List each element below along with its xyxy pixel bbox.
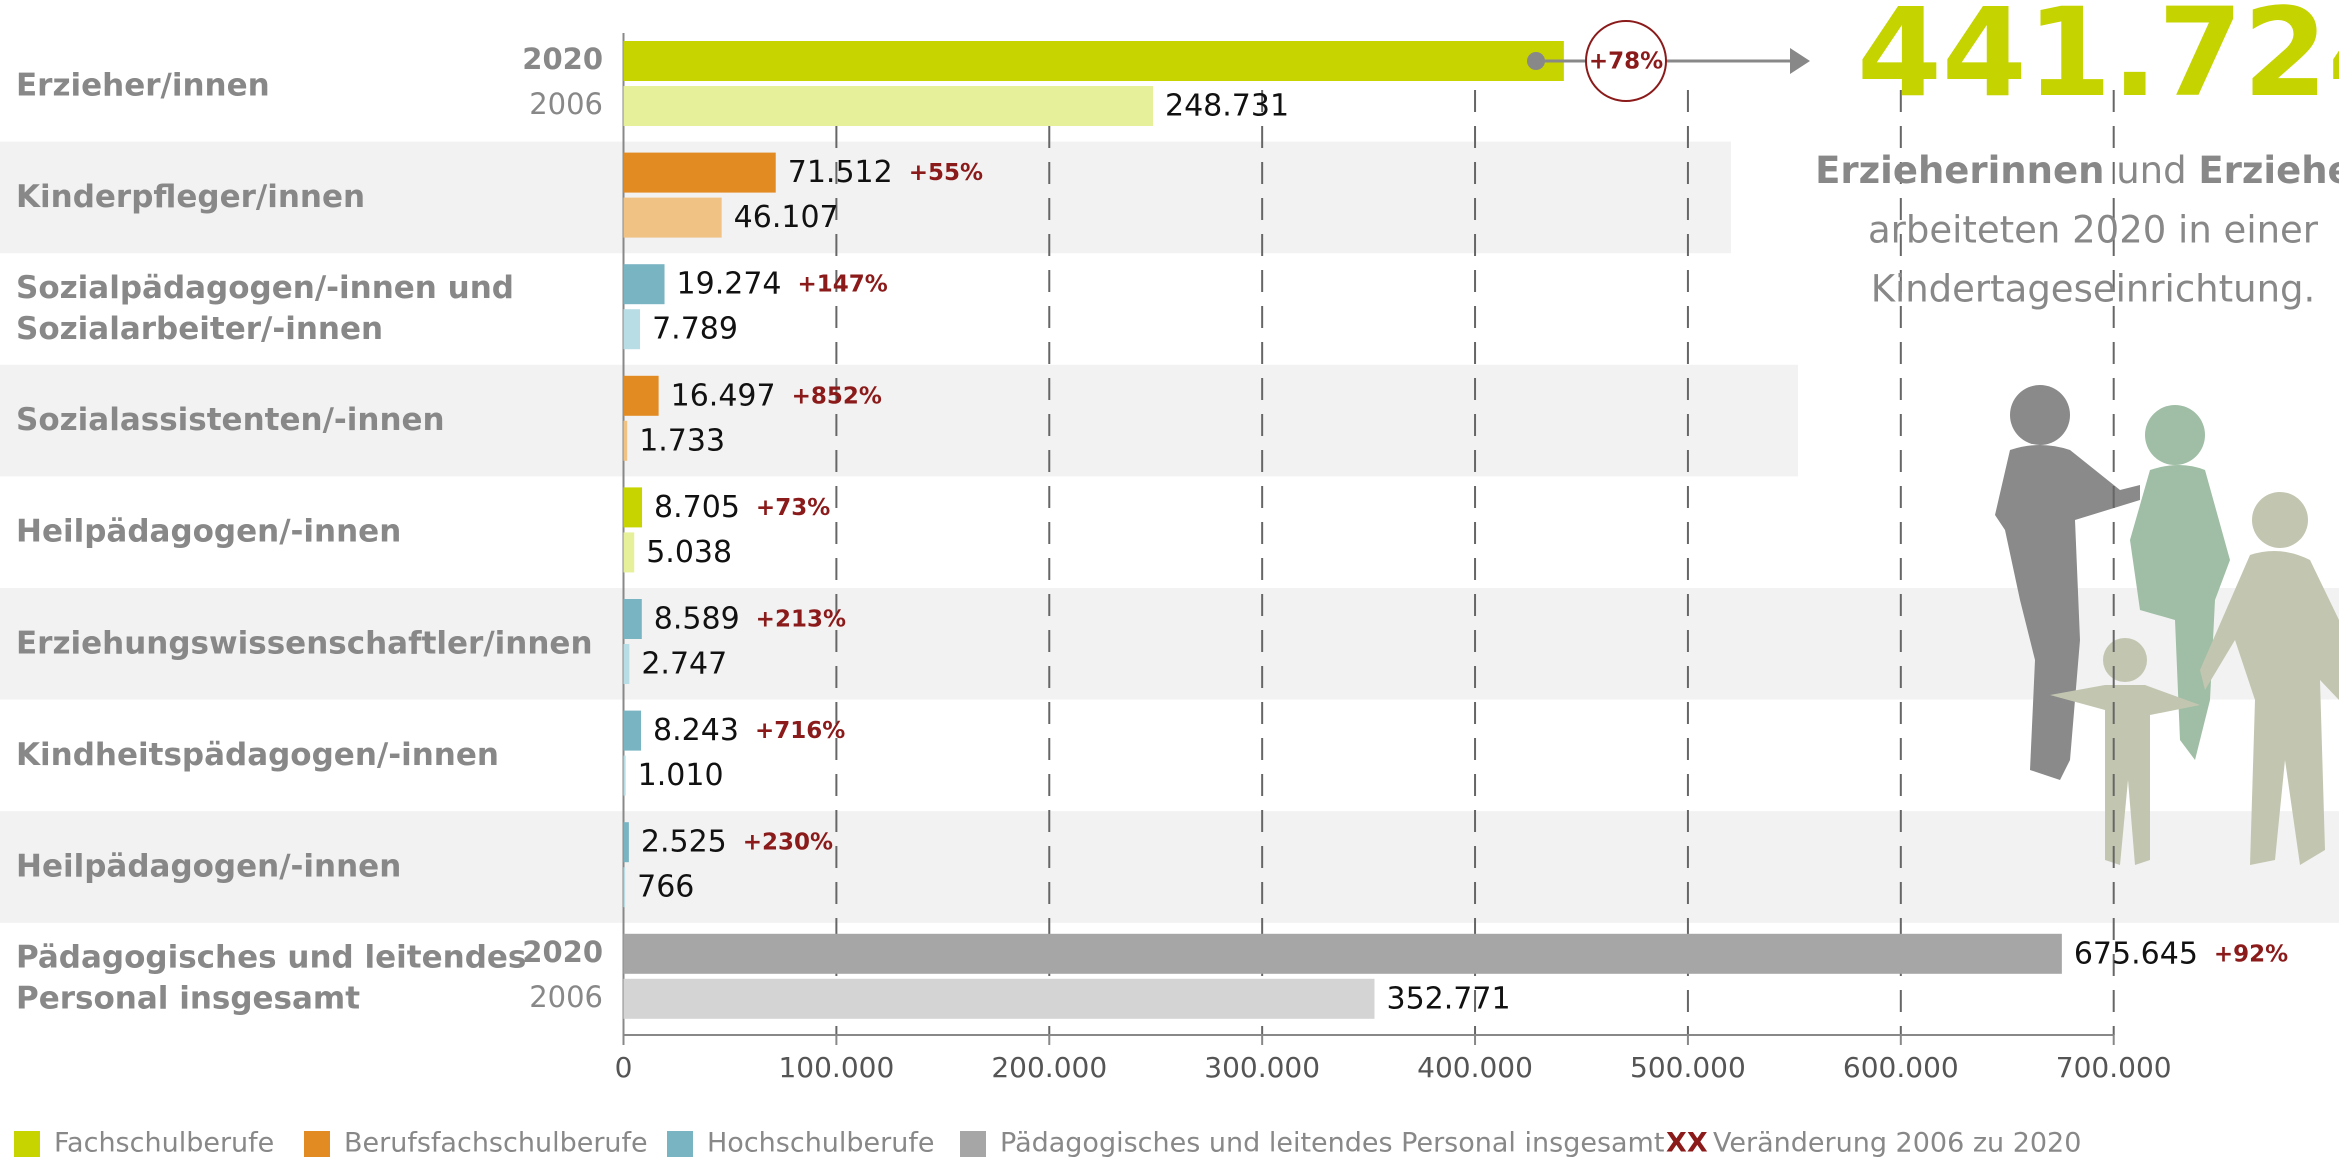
legend-swatch (14, 1131, 40, 1157)
category-label: Sozialpädagogen/-innen und (16, 270, 514, 306)
value-label: 1.010 (638, 758, 724, 793)
bar (624, 264, 665, 304)
value-label: 248.731 (1165, 89, 1289, 124)
value-label: 766 (637, 870, 694, 905)
value-label: 71.512 (788, 155, 893, 190)
x-tick-label: 0 (615, 1051, 633, 1084)
bar (624, 198, 722, 238)
category-label: Sozialarbeiter/-innen (16, 311, 383, 347)
legend-label: Hochschulberufe (707, 1128, 935, 1159)
year-label: 2006 (529, 980, 603, 1014)
bar (624, 934, 2062, 974)
value-label: 19.274 (677, 267, 782, 302)
chart: 0 100.000 200.000 300.000 400.000 500.000 600.… (0, 0, 2339, 1160)
legend-swatch (304, 1131, 330, 1157)
bar (624, 153, 776, 193)
value-label: 7.789 (652, 312, 738, 347)
change-label: +852% (792, 383, 882, 409)
change-label: +716% (755, 718, 845, 744)
change-label: +73% (756, 495, 830, 521)
change-label: +213% (756, 607, 846, 633)
value-label: 675.645 (2074, 936, 2198, 971)
x-tick-label: 500.000 (1630, 1051, 1746, 1084)
bar (624, 532, 635, 572)
x-tick-label: 200.000 (991, 1051, 1107, 1084)
category-label: Erziehungswissenschaftler/innen (16, 625, 593, 661)
change-label: +78% (1589, 49, 1663, 75)
callout-text-part: Erzieherinnen (1815, 149, 2104, 192)
x-tick-label: 100.000 (778, 1051, 894, 1084)
bar (624, 376, 659, 416)
value-label: 46.107 (734, 200, 839, 235)
value-label: 8.243 (653, 713, 739, 748)
legend-label: Pädagogisches und leitendes Personal ins… (1000, 1128, 1664, 1159)
callout-text: arbeiteten 2020 in einer (1868, 209, 2319, 252)
legend-swatch (960, 1131, 986, 1157)
category-label: Personal insgesamt (16, 981, 360, 1017)
value-label: 2.747 (641, 647, 727, 682)
category-label: Heilpädagogen/-innen (16, 849, 401, 885)
callout-text-part: und (2104, 149, 2198, 192)
value-label: 1.733 (639, 423, 725, 458)
x-tick-label: 600.000 (1843, 1051, 1959, 1084)
legend-label: Veränderung 2006 zu 2020 (1713, 1128, 2081, 1159)
x-tick-label: 700.000 (2056, 1051, 2172, 1084)
x-tick-label: 300.000 (1204, 1051, 1320, 1084)
value-label: 8.705 (654, 490, 740, 525)
category-label: Kinderpfleger/innen (16, 179, 365, 215)
bar (624, 711, 642, 751)
legend-label: Fachschulberufe (54, 1128, 274, 1159)
change-label: +230% (743, 830, 833, 856)
legend-label: Berufsfachschulberufe (344, 1128, 648, 1159)
category-label: Heilpädagogen/-innen (16, 514, 401, 550)
category-label: Erzieher/innen (16, 67, 270, 103)
category-label: Sozialassistenten/-innen (16, 402, 445, 438)
bar (624, 644, 630, 684)
bar (624, 822, 629, 862)
change-label: +55% (909, 160, 983, 186)
change-label: +147% (798, 272, 888, 298)
value-label: 2.525 (641, 825, 727, 860)
value-label: 352.771 (1386, 981, 1510, 1016)
bar (624, 309, 641, 349)
callout-text: Erzieherinnen und Erzieher (1815, 149, 2339, 192)
legend-swatch (667, 1131, 693, 1157)
change-label: +92% (2214, 941, 2288, 967)
bar (624, 487, 643, 527)
value-label: 5.038 (646, 535, 732, 570)
legend-marker: XX (1666, 1128, 1708, 1159)
category-label: Kindheitspädagogen/-innen (16, 737, 499, 773)
value-label: 8.589 (654, 602, 740, 637)
bar (624, 41, 1564, 81)
bar (624, 421, 628, 461)
bar (624, 756, 626, 796)
category-label: Pädagogisches und leitendes (16, 940, 526, 976)
callout-text-part: Erzieher (2198, 149, 2339, 192)
year-label: 2020 (522, 935, 603, 969)
year-label: 2006 (529, 87, 603, 121)
x-tick-label: 400.000 (1417, 1051, 1533, 1084)
value-label: 16.497 (671, 378, 776, 413)
bar (624, 979, 1375, 1019)
bar (624, 86, 1154, 126)
callout-text: Kindertageseinrichtung. (1871, 268, 2316, 311)
arrow-head (1790, 48, 1810, 74)
callout-value: 441.724 (1857, 0, 2339, 124)
year-label: 2020 (522, 42, 603, 76)
bar (624, 867, 626, 907)
bar (624, 599, 642, 639)
